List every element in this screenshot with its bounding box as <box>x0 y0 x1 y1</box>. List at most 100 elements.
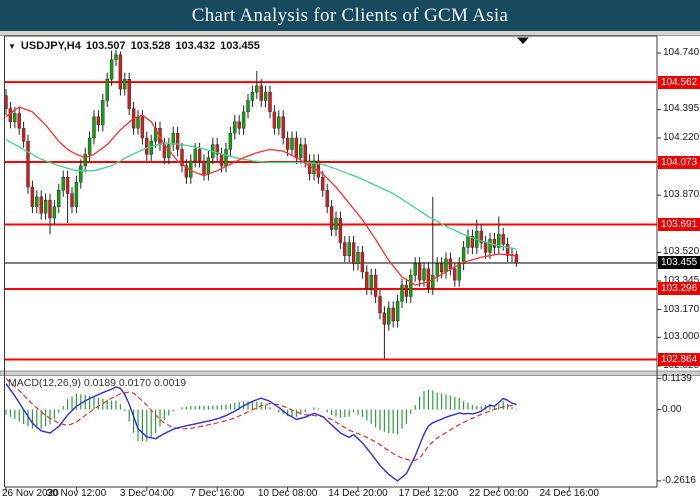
candle-bearish <box>325 190 329 207</box>
candle-bearish <box>145 137 149 155</box>
candle-bearish <box>338 217 343 243</box>
candle-bearish <box>470 235 475 248</box>
macd-histogram <box>5 389 518 442</box>
candle-bearish <box>272 111 277 129</box>
candle-bearish <box>8 108 13 122</box>
candle-bearish <box>373 275 378 297</box>
candle-bearish <box>26 141 30 188</box>
watermark-text: GCMASIAⒷiLTiJi <box>49 0 700 463</box>
candle-bullish <box>92 116 96 139</box>
candle-bullish <box>250 92 255 101</box>
candle-bearish <box>219 154 224 166</box>
candle-bearish <box>479 230 483 243</box>
candle-bearish <box>505 244 510 256</box>
candle-bearish <box>268 92 272 113</box>
candle-bullish <box>83 154 87 166</box>
candle-bullish <box>193 149 197 162</box>
watermark-tail: ⒷiLTiJi <box>477 0 700 188</box>
candle-bearish <box>303 144 307 162</box>
candles-layer <box>4 49 519 359</box>
candle-bearish <box>21 128 26 142</box>
macd-main-line <box>5 383 517 482</box>
candle-bearish <box>96 116 101 126</box>
candle-bullish <box>497 234 501 248</box>
candle-bullish <box>74 181 79 207</box>
candle-bullish <box>57 190 61 207</box>
candle-bullish <box>395 301 400 322</box>
candle-bearish <box>184 165 189 178</box>
candle-bullish <box>87 137 92 155</box>
candle-bearish <box>30 186 35 207</box>
candle-bullish <box>13 113 17 122</box>
candle-bullish <box>290 137 294 150</box>
candle-bearish <box>439 263 444 273</box>
macd-value-signal: 0.0170 <box>118 377 152 389</box>
candle-bullish <box>171 132 175 145</box>
candle-bearish <box>501 234 505 245</box>
candle-bearish <box>259 85 263 101</box>
candle-bullish <box>488 239 492 253</box>
macd-name: MACD(12,26,9) <box>8 377 81 389</box>
candle-bearish <box>127 79 131 109</box>
macd-value-main: 0.0189 <box>83 377 116 389</box>
candle-bearish <box>118 54 123 90</box>
candle-bearish <box>483 242 488 253</box>
ohlc-high: 103.528 <box>130 40 171 52</box>
candle-bullish <box>435 263 439 276</box>
candle-bullish <box>52 206 57 219</box>
candle-bearish <box>329 206 334 230</box>
candle-bullish <box>457 263 461 281</box>
candle-bullish <box>189 160 193 178</box>
candle-bullish <box>422 268 426 281</box>
candle-bearish <box>48 199 52 219</box>
candle-bullish <box>35 196 39 207</box>
ma-red-line <box>5 106 517 286</box>
candle-bearish <box>453 268 457 281</box>
candle-bullish <box>263 92 268 101</box>
candle-bearish <box>39 196 43 214</box>
shift-marker-icon[interactable] <box>517 37 529 45</box>
candle-bearish <box>294 137 299 158</box>
page-title: Chart Analysis for Clients of GCM Asia <box>191 4 509 26</box>
symbol-label: USDJPY,H4 <box>20 40 81 52</box>
candle-bearish <box>175 132 180 150</box>
candle-bearish <box>202 160 206 175</box>
candle-bullish <box>79 165 83 183</box>
candle-bullish <box>255 85 259 93</box>
candle-bearish <box>391 307 395 322</box>
candle-bearish <box>180 149 184 166</box>
candle-bearish <box>140 116 145 139</box>
candle-bullish <box>431 275 435 289</box>
panel-separator[interactable] <box>0 370 700 376</box>
candle-bearish <box>378 296 382 314</box>
candle-bearish <box>321 177 325 191</box>
candle-bullish <box>206 157 211 175</box>
plot-frame <box>4 35 658 488</box>
candle-bullish <box>409 275 413 297</box>
candle-bullish <box>224 149 228 166</box>
candle-bearish <box>281 116 285 139</box>
candle-bullish <box>277 116 281 129</box>
macd-indicator-label: MACD(12,26,9) 0.0189 0.0170 0.0019 <box>8 377 186 389</box>
candle-bearish <box>65 177 70 194</box>
candle-bearish <box>417 263 422 281</box>
candle-bullish <box>444 258 448 273</box>
candle-bullish <box>149 141 153 155</box>
candle-bearish <box>197 149 202 162</box>
candle-bullish <box>61 177 65 191</box>
candle-bearish <box>351 242 356 265</box>
candle-bearish <box>17 113 21 129</box>
title-bar: Chart Analysis for Clients of GCM Asia <box>0 0 700 31</box>
candle-bullish <box>400 284 404 302</box>
ohlc-open: 103.507 <box>85 40 126 52</box>
symbol-dropdown-icon[interactable]: ▼ <box>8 41 16 51</box>
candle-bearish <box>343 242 347 256</box>
symbol-ohlc-header: ▼ USDJPY,H4 103.507 103.528 103.432 103.… <box>8 40 260 52</box>
candle-bullish <box>461 247 466 265</box>
candle-bullish <box>228 132 233 150</box>
watermark-subtitle: GLOBAL CAPITAL MARKETS <box>139 254 429 451</box>
candle-bearish <box>448 258 453 269</box>
candle-bullish <box>105 79 109 101</box>
